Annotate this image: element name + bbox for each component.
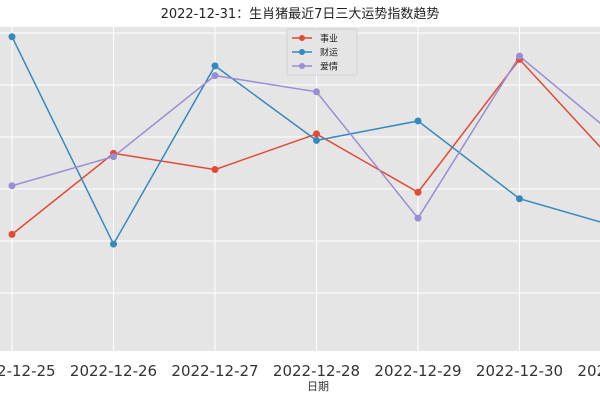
data-point	[110, 153, 117, 161]
legend-box	[286, 28, 358, 76]
data-point	[516, 195, 523, 203]
legend-label: 财运	[320, 47, 338, 59]
x-tick-label: 2022-12-28	[273, 362, 360, 380]
legend-label: 事业	[320, 33, 338, 45]
data-point	[211, 62, 219, 70]
x-tick-label: 2022-12-26	[70, 362, 157, 380]
data-point	[414, 214, 422, 222]
data-point	[516, 52, 523, 60]
x-tick-labels: 2022-12-25 2022-12-26 2022-12-27 2022-12-28…	[0, 362, 600, 380]
x-tick-label: 2022-12-29	[374, 362, 461, 380]
data-point	[414, 117, 422, 125]
data-point	[211, 166, 219, 174]
x-tick-label: 2022-12-30	[476, 362, 563, 380]
data-point	[8, 182, 16, 190]
data-point	[110, 240, 117, 248]
data-point	[313, 88, 320, 96]
series-points	[8, 33, 523, 248]
chart-title: 2022-12-31：生肖猪最近7日三大运势指数趋势	[161, 6, 440, 22]
legend-marker	[299, 49, 305, 55]
data-point	[211, 72, 219, 80]
x-axis-label: 日期	[307, 380, 329, 393]
x-tick-label: 2022-12-27	[171, 362, 258, 380]
data-point	[8, 230, 16, 238]
data-point	[8, 33, 16, 41]
legend-marker	[299, 35, 305, 41]
legend-marker	[299, 63, 305, 69]
x-tick-label: 2022-12-31	[577, 362, 600, 380]
data-point	[313, 130, 320, 138]
x-tick-label: 2022-12-25	[0, 362, 56, 380]
grid-lines	[0, 27, 600, 351]
data-point	[313, 136, 320, 144]
data-point	[414, 188, 422, 196]
legend-label: 爱情	[320, 61, 338, 73]
